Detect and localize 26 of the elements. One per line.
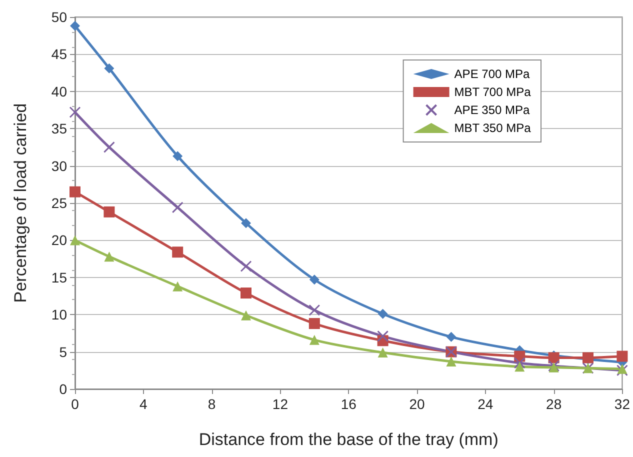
- x-tick-label: 12: [272, 396, 288, 412]
- legend-label: APE 350 MPa: [454, 103, 530, 117]
- x-tick-label: 32: [614, 396, 630, 412]
- x-tick-label: 16: [340, 396, 357, 412]
- legend-label: APE 700 MPa: [454, 67, 530, 81]
- y-tick-label: 15: [51, 269, 68, 286]
- x-tick-label: 28: [546, 396, 562, 412]
- y-axis-title: Percentage of load carried: [11, 103, 30, 303]
- x-tick-label: 20: [409, 396, 426, 412]
- y-tick-label: 10: [51, 306, 68, 323]
- x-axis-title: Distance from the base of the tray (mm): [198, 430, 498, 449]
- y-tick-label: 5: [59, 344, 68, 360]
- y-tick-label: 50: [51, 9, 68, 25]
- y-tick-label: 30: [51, 158, 68, 174]
- y-tick-label: 40: [51, 83, 68, 100]
- x-tick-label: 4: [140, 396, 148, 412]
- y-tick-label: 0: [59, 381, 68, 397]
- legend-label: MBT 350 MPa: [454, 121, 532, 135]
- y-tick-label: 45: [51, 46, 68, 62]
- y-tick-label: 25: [51, 195, 68, 211]
- x-tick-label: 0: [71, 396, 80, 412]
- y-tick-label: 20: [51, 232, 68, 248]
- x-tick-label: 8: [208, 396, 216, 412]
- legend-label: MBT 700 MPa: [454, 85, 532, 99]
- y-tick-label: 35: [51, 120, 68, 137]
- x-tick-label: 24: [478, 396, 494, 412]
